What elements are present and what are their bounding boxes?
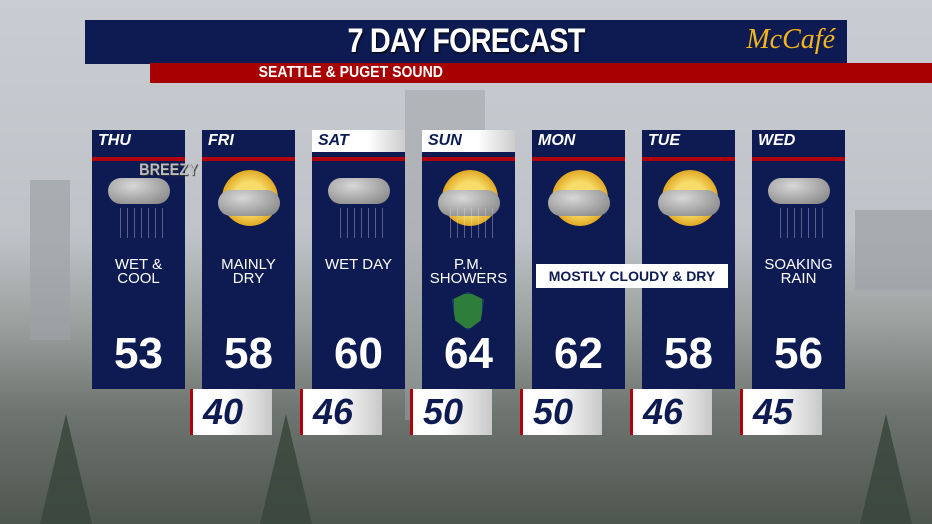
high-temp: 53 — [114, 329, 163, 378]
condition-text: WET & COOL — [114, 256, 163, 287]
condition-text: MAINLY DRY — [221, 256, 276, 287]
subtitle: SEATTLE & PUGET SOUND — [258, 64, 444, 81]
background-building — [855, 210, 932, 290]
condition-text: P.M. SHOWERS — [429, 256, 508, 287]
day-column-tue: TUE 58 — [642, 130, 735, 389]
span-label: MOSTLY CLOUDY & DRY — [536, 264, 728, 288]
divider — [202, 157, 295, 161]
day-column-sat: SAT WET DAY 60 — [312, 130, 405, 389]
low-temp: 50 — [410, 389, 492, 435]
day-column-wed: WED SOAKING RAIN 56 — [752, 130, 845, 389]
high-temp: 58 — [224, 329, 273, 378]
sounders-logo-icon — [452, 292, 484, 330]
divider — [752, 157, 845, 161]
day-label: THU — [98, 132, 131, 149]
condition-text: WET DAY — [325, 256, 392, 273]
day-label: FRI — [208, 132, 234, 149]
low-temp: 45 — [740, 389, 822, 435]
rain-cloud-icon — [324, 170, 394, 238]
rain-cloud-icon — [104, 170, 174, 238]
partly-sunny-showers-icon — [434, 170, 504, 238]
divider — [92, 157, 185, 161]
sponsor-logo: McCafé — [746, 24, 835, 55]
high-temp: 60 — [334, 329, 383, 378]
day-column-thu: THU BREEZY WET & COOL 53 — [92, 130, 198, 389]
day-label: TUE — [648, 132, 680, 149]
high-temp: 64 — [444, 329, 493, 378]
day-column-mon: MON 62 — [532, 130, 625, 389]
divider — [312, 157, 405, 161]
divider — [532, 157, 625, 161]
high-temp: 58 — [664, 329, 713, 378]
divider — [642, 157, 735, 161]
rain-cloud-icon — [764, 170, 834, 238]
breezy-tag: BREEZY — [139, 160, 198, 179]
high-temp: 56 — [774, 329, 823, 378]
day-label: SUN — [422, 130, 515, 152]
day-label: MON — [538, 132, 576, 149]
title-banner: 7 DAY FORECAST McCafé — [85, 20, 847, 64]
day-column-sun: SUN P.M. SHOWERS 64 — [422, 130, 515, 389]
low-temp: 40 — [190, 389, 272, 435]
subtitle-bar: SEATTLE & PUGET SOUND — [150, 63, 932, 83]
condition-text: SOAKING RAIN — [764, 256, 833, 287]
partly-sunny-icon — [214, 170, 284, 230]
page-title: 7 DAY FORECAST — [347, 22, 585, 60]
day-column-fri: FRI MAINLY DRY 58 — [202, 130, 295, 389]
low-temp: 46 — [300, 389, 382, 435]
day-label: SAT — [312, 130, 405, 152]
high-temp: 62 — [554, 329, 603, 378]
background-tree — [860, 414, 912, 524]
low-temp: 50 — [520, 389, 602, 435]
low-temp: 46 — [630, 389, 712, 435]
partly-sunny-icon — [654, 170, 724, 230]
divider — [422, 157, 515, 161]
background-tree — [40, 414, 92, 524]
partly-sunny-icon — [544, 170, 614, 230]
background-building — [30, 180, 70, 340]
day-label: WED — [758, 132, 796, 149]
